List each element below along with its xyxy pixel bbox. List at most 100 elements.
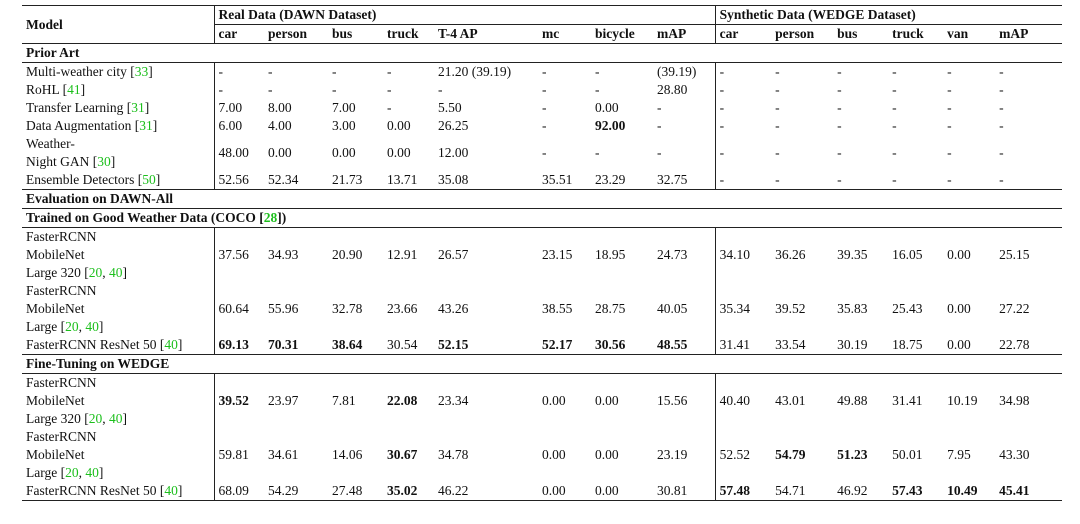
text: ] [177,337,183,352]
text: , [78,319,86,334]
text: Large [ [26,319,66,334]
cell: 38.55 [542,301,573,316]
text: Multi-weather city [ [26,64,135,79]
cell: 13.71 [387,172,418,187]
model-line: Large [20, 40] [26,318,210,336]
cell: 0.00 [387,118,411,133]
column-header: bicycle [591,24,653,44]
model-line: FasterRCNN [26,282,210,300]
cell: - [542,145,547,160]
citation: 41 [67,82,81,97]
section-row: Fine-Tuning on WEDGE [22,354,1063,374]
data-row: FasterRCNN MobileNet Large [20, 40] 59.81 34… [22,428,1062,482]
section-row: Prior Art [22,43,1063,63]
cell: 38.64 [332,337,363,352]
cell: 4.00 [268,118,292,133]
model-line: Multi-weather city [33] [26,63,210,81]
cell: - [947,100,952,115]
text: ] [98,465,104,480]
column-header: car [715,24,772,44]
cell: 27.22 [999,301,1030,316]
cell: - [999,82,1004,97]
text: Large 320 [ [26,411,89,426]
cell: - [542,64,547,79]
model-name: RoHL [41] [22,81,215,99]
cell: 21.73 [332,172,363,187]
cell: 10.49 [943,482,996,501]
model-line: Night GAN [30] [26,153,210,171]
cell: 43.01 [775,393,806,408]
cell: 39.52 [218,393,249,408]
cell: - [892,100,897,115]
cell: 39.52 [775,301,806,316]
text: RoHL [ [26,82,68,97]
cell: 23.66 [387,301,418,316]
cell: 43.26 [438,301,469,316]
cell: 0.00 [947,301,971,316]
cell: - [837,145,842,160]
cell: 30.54 [387,337,418,352]
cell: 8.00 [268,100,292,115]
model-line: FasterRCNN [26,374,210,392]
cell: 25.15 [999,247,1030,262]
cell: - [387,82,392,97]
text: ] [110,154,116,169]
cell: 60.64 [218,301,249,316]
cell: 34.78 [438,447,469,462]
model-line: Large 320 [20, 40] [26,410,210,428]
cell: 22.08 [387,393,418,408]
model-line: Data Augmentation [31] [26,117,210,135]
text: ] [177,483,183,498]
cell: - [387,64,392,79]
cell: 49.88 [837,393,868,408]
cell: - [595,145,600,160]
cell: 0.00 [542,447,566,462]
text: Weather- [26,136,75,151]
citation: 40 [85,319,99,334]
group-header: Real Data (DAWN Dataset) [214,5,716,25]
cell: 23.34 [438,393,469,408]
data-row: RoHL [41] - - - - - - -28.80- - - - - - [22,81,1062,99]
cell: - [268,82,273,97]
citation: 40 [85,465,99,480]
cell: - [999,172,1004,187]
cell: - [999,100,1004,115]
text: Night GAN [ [26,154,98,169]
cell: - [595,64,600,79]
cell: - [947,145,952,160]
text: MobileNet [26,301,85,316]
column-header: truck [888,24,944,44]
model-line: FasterRCNN [26,428,210,446]
text: Transfer Learning [ [26,100,132,115]
cell: 30.19 [837,337,868,352]
section-title: Prior Art [22,43,1063,63]
text: Prior Art [26,45,80,60]
cell: - [719,64,725,79]
cell: - [719,82,725,97]
cell: - [719,100,725,115]
cell: - [719,118,725,133]
cell: - [947,172,952,187]
text: Ensemble Detectors [ [26,172,143,187]
cell: - [947,64,952,79]
model-line: RoHL [41] [26,81,210,99]
cell: 14.06 [332,447,363,462]
cell: 28.75 [595,301,626,316]
text: ] [80,82,86,97]
model-name: Ensemble Detectors [50] [22,171,215,190]
cell: 6.00 [218,118,243,133]
cell: - [837,118,842,133]
cell: 16.05 [892,247,923,262]
cell: 35.51 [542,172,573,187]
cell: 0.00 [542,393,566,408]
cell: 30.56 [595,337,626,352]
cell: - [387,100,392,115]
model-name: FasterRCNN MobileNet Large 320 [20, 40] [22,227,215,282]
cell: - [892,145,897,160]
cell: 28.80 [653,81,716,99]
citation: 31 [139,118,153,133]
cell: 12.00 [438,145,469,160]
cell: - [332,82,337,97]
text: Data Augmentation [ [26,118,140,133]
